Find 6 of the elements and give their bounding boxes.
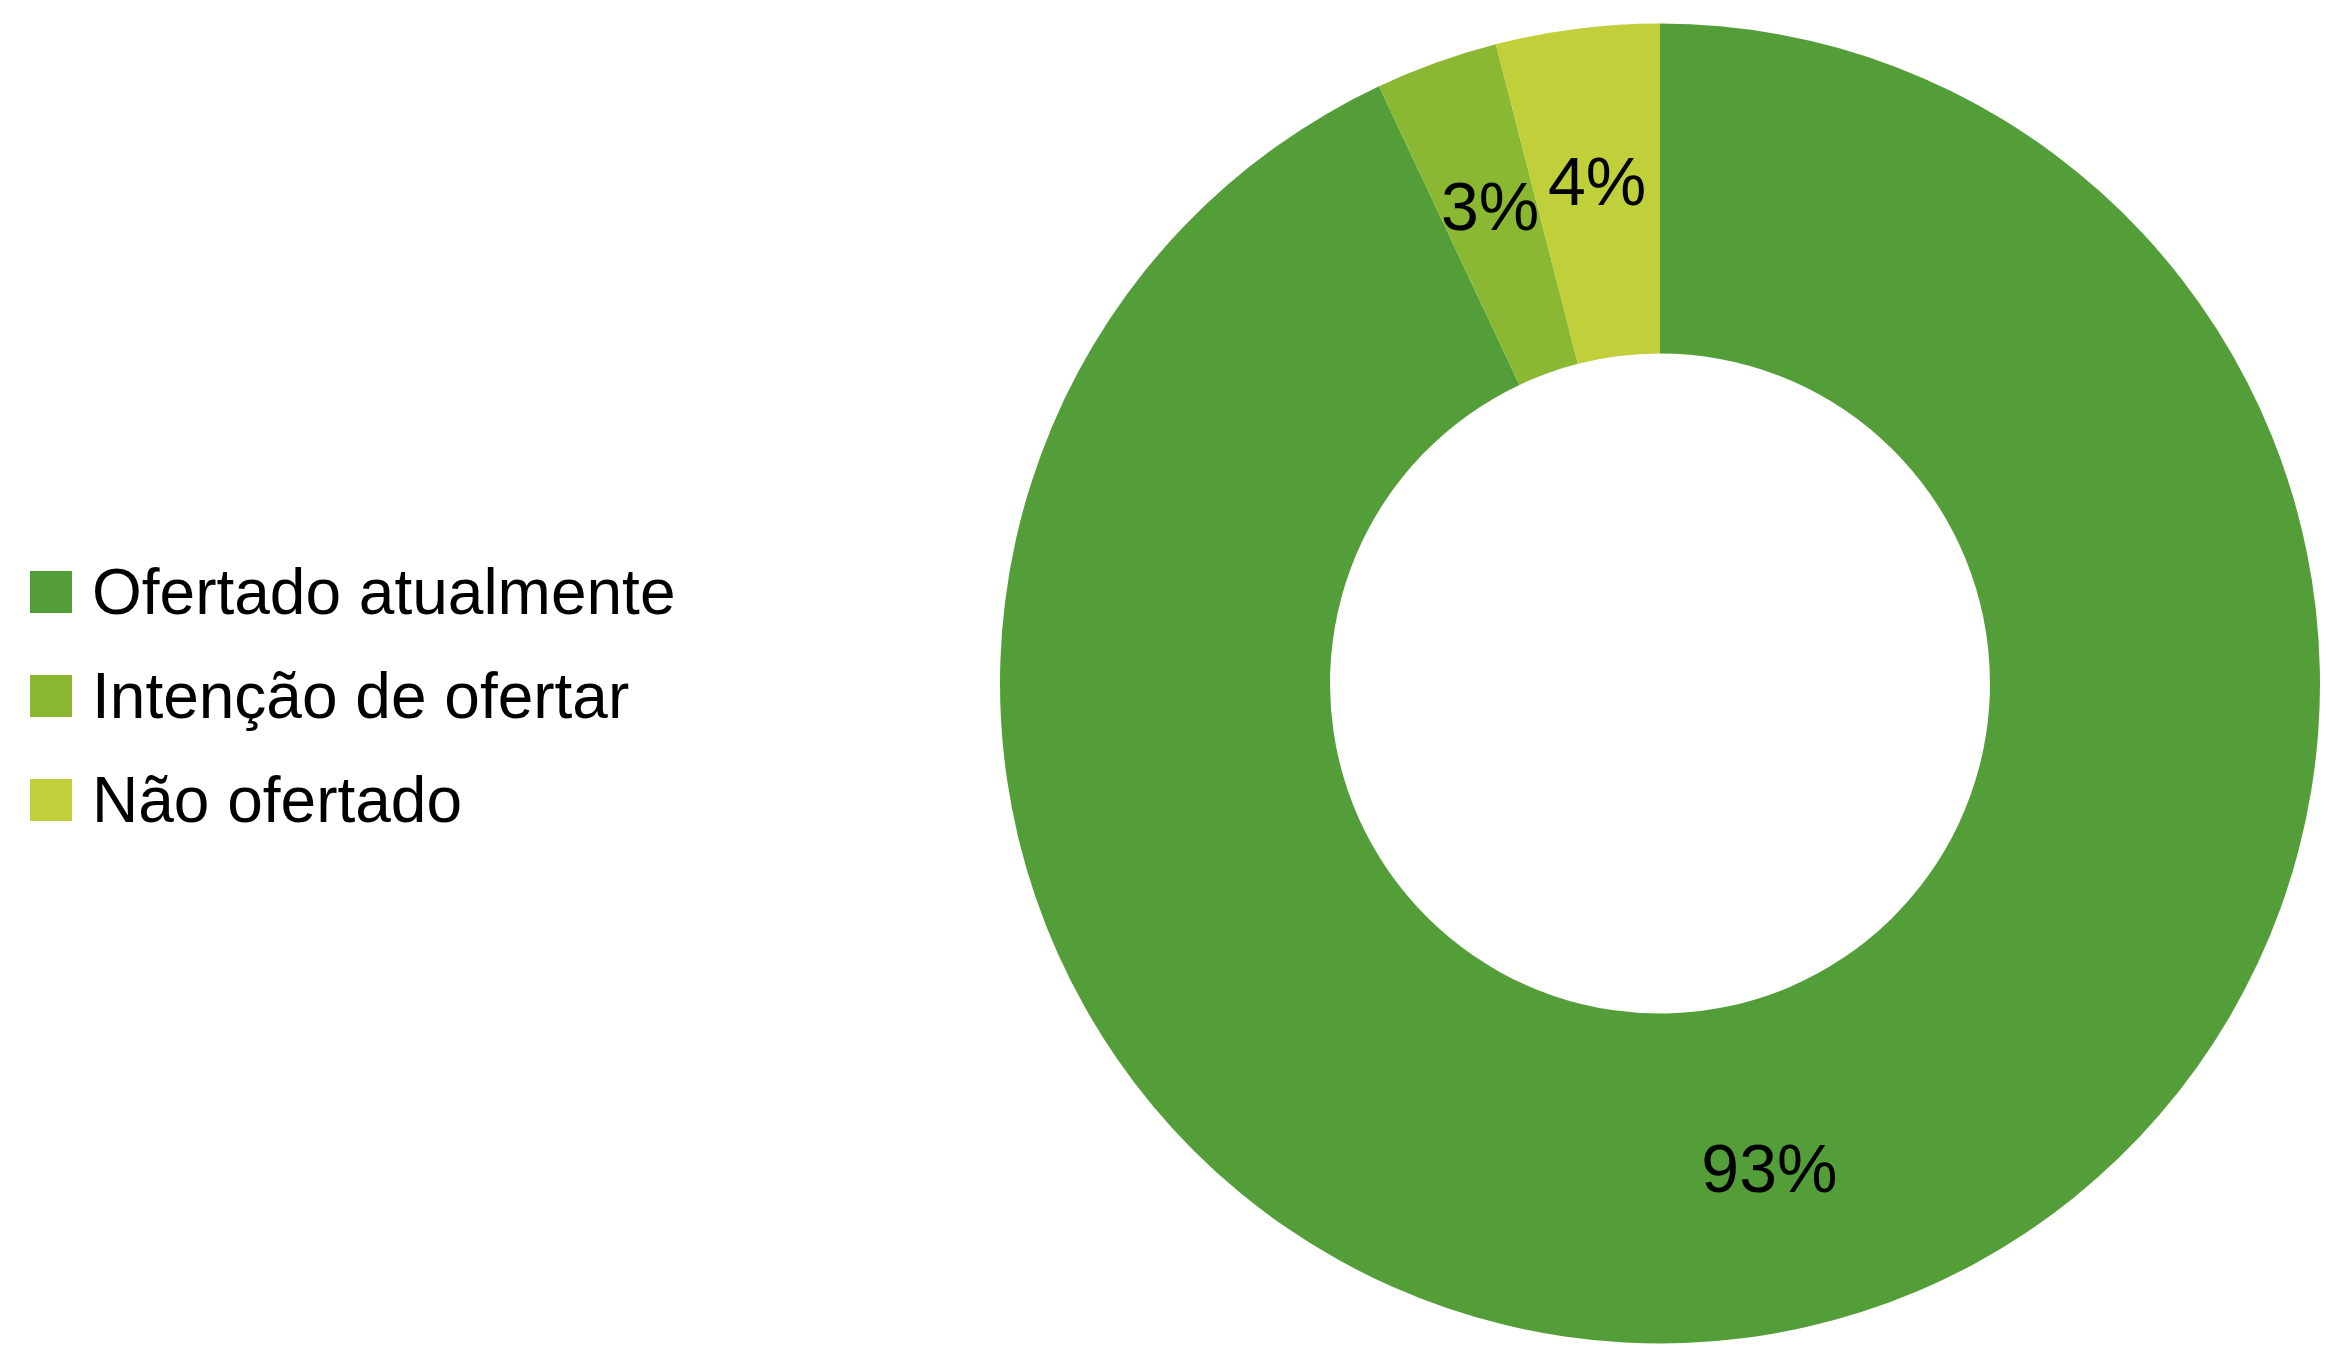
legend-label: Não ofertado bbox=[92, 763, 463, 837]
data-label: 3% bbox=[1440, 168, 1540, 245]
data-label: 93% bbox=[1701, 1129, 1838, 1206]
data-label: 4% bbox=[1547, 142, 1647, 219]
legend-label: Intenção de ofertar bbox=[92, 659, 630, 733]
legend-label: Ofertado atualmente bbox=[92, 555, 676, 629]
